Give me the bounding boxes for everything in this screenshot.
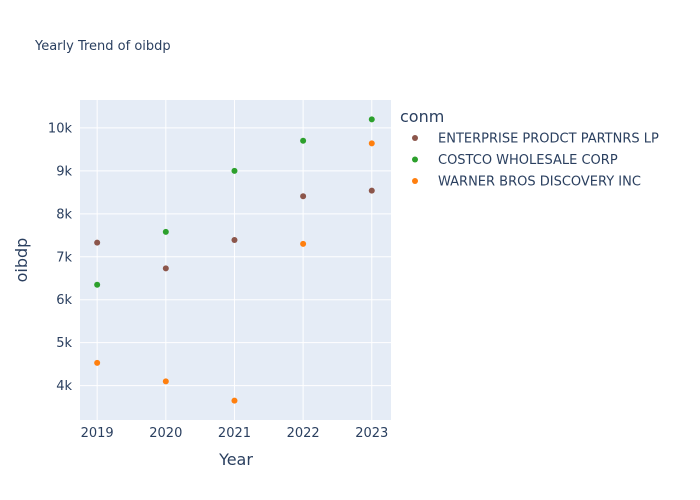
data-point	[94, 359, 101, 366]
x-axis-title: Year	[218, 450, 253, 469]
legend-marker	[412, 178, 418, 184]
data-markers	[94, 116, 375, 404]
legend-item-label: COSTCO WHOLESALE CORP	[438, 153, 618, 168]
y-axis-title: oibdp	[12, 238, 31, 283]
legend-marker	[412, 135, 418, 141]
data-point	[368, 187, 375, 194]
data-point	[231, 167, 238, 174]
data-point	[94, 239, 101, 246]
y-tick-label: 8k	[56, 207, 72, 222]
y-tick-label: 6k	[56, 293, 72, 308]
data-point	[94, 281, 101, 288]
data-point	[162, 378, 169, 385]
data-point	[368, 116, 375, 123]
x-gridlines	[96, 100, 373, 420]
legend-title: conm	[400, 107, 444, 126]
y-tick-label: 9k	[56, 164, 72, 179]
legend-item-label: ENTERPRISE PRODCT PARTNRS LP	[438, 132, 659, 147]
y-tick-label: 7k	[56, 250, 72, 265]
x-tick-label: 2022	[287, 426, 320, 441]
data-point	[368, 140, 375, 147]
y-gridlines	[80, 127, 391, 387]
data-point	[162, 228, 169, 235]
legend-marker	[412, 156, 418, 163]
data-point	[300, 240, 307, 247]
y-tick-label: 4k	[56, 379, 72, 394]
legend: conm ENTERPRISE PRODCT PARTNRS LP COSTCO …	[400, 107, 659, 190]
y-tick-label: 10k	[48, 121, 73, 136]
x-tick-label: 2023	[355, 426, 388, 441]
plot-area	[80, 100, 391, 420]
x-tick-label: 2019	[81, 426, 114, 441]
data-point	[300, 193, 307, 200]
x-tick-labels: 2019 2020 2021 2022 2023	[81, 426, 389, 441]
x-tick-label: 2020	[149, 426, 182, 441]
x-tick-label: 2021	[218, 426, 251, 441]
legend-item-label: WARNER BROS DISCOVERY INC	[438, 175, 641, 190]
data-point	[231, 397, 238, 404]
data-point	[300, 137, 307, 144]
y-tick-labels: 4k 5k 6k 7k 8k 9k 10k	[48, 121, 73, 394]
chart-title: Yearly Trend of oibdp	[34, 39, 171, 54]
y-tick-label: 5k	[56, 336, 72, 351]
data-point	[231, 237, 238, 244]
data-point	[162, 265, 169, 272]
